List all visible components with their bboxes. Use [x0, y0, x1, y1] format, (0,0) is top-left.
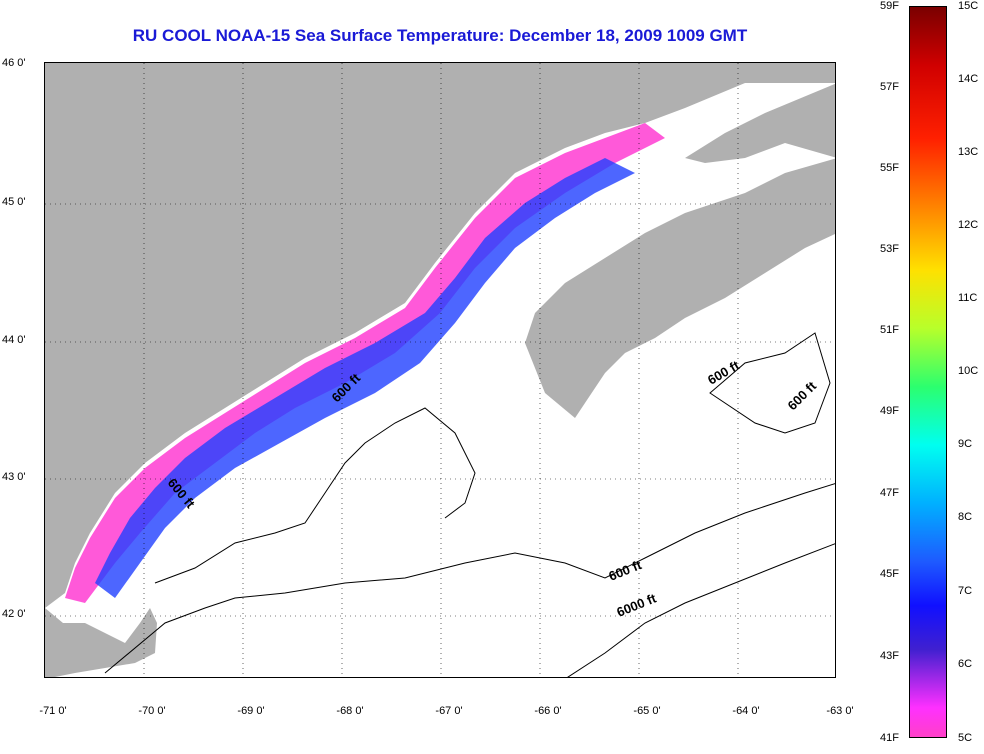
sst-blue-band [95, 158, 635, 598]
lon-label-64: -64 0' [732, 705, 760, 717]
land-cape-cod [45, 608, 157, 677]
lon-label-70: -70 0' [138, 705, 166, 717]
land-bay-head [685, 83, 835, 163]
colorbar-f-43: 43F [880, 650, 899, 662]
colorbar-c-8: 8C [958, 511, 973, 523]
colorbar-f-45: 45F [880, 568, 899, 580]
colorbar-f-57: 57F [880, 81, 899, 93]
gridlines [45, 63, 835, 677]
colorbar-c-6: 6C [958, 658, 973, 670]
colorbar-c-15: 15C [958, 0, 979, 12]
lon-label-68: -68 0' [336, 705, 364, 717]
contour-600ft-ns [709, 332, 831, 434]
colorbar-f-53: 53F [880, 243, 899, 255]
contour-6000ft [567, 543, 835, 677]
colorbar-c-12: 12C [958, 219, 979, 231]
land-nova-scotia [525, 158, 835, 418]
temperature-colorbar [909, 6, 947, 738]
contour-label-3: 600 ft [705, 357, 742, 387]
colorbar-f-59: 59F [880, 0, 899, 12]
lon-label-66: -66 0' [534, 705, 562, 717]
lon-label-71: -71 0' [39, 705, 67, 717]
lat-label-46: 46 0' [2, 57, 26, 69]
lon-label-69: -69 0' [237, 705, 265, 717]
colorbar-f-51: 51F [880, 324, 899, 336]
sst-map[interactable]: 600 ft 600 ft 600 ft 600 ft 600 ft 6000 … [44, 62, 836, 678]
contour-label-4: 600 ft [785, 378, 820, 413]
lat-label-43: 43 0' [2, 471, 26, 483]
colorbar-c-7: 7C [958, 585, 973, 597]
colorbar-c-14: 14C [958, 73, 979, 85]
lat-label-44: 44 0' [2, 334, 26, 346]
lon-label-67: -67 0' [435, 705, 463, 717]
colorbar-c-5: 5C [958, 732, 973, 744]
colorbar-f-47: 47F [880, 487, 899, 499]
contour-600ft-west [154, 407, 476, 584]
colorbar-f-49: 49F [880, 405, 899, 417]
colorbar-f-55: 55F [880, 162, 899, 174]
contour-600ft-gulf [104, 483, 835, 674]
land-maine [45, 63, 835, 608]
lat-label-42: 42 0' [2, 608, 26, 620]
contour-label-6: 6000 ft [615, 590, 659, 620]
colorbar-c-11: 11C [958, 292, 978, 304]
colorbar-c-10: 10C [958, 365, 979, 377]
lat-label-45: 45 0' [2, 196, 26, 208]
contour-label-5: 600 ft [607, 557, 645, 584]
colorbar-c-13: 13C [958, 146, 979, 158]
colorbar-c-9: 9C [958, 438, 973, 450]
colorbar-f-41: 41F [880, 732, 899, 744]
sst-map-canvas: 600 ft 600 ft 600 ft 600 ft 600 ft 6000 … [45, 63, 835, 677]
lon-label-63: -63 0' [826, 705, 854, 717]
lon-label-65: -65 0' [633, 705, 661, 717]
map-title: RU COOL NOAA-15 Sea Surface Temperature:… [132, 26, 748, 45]
